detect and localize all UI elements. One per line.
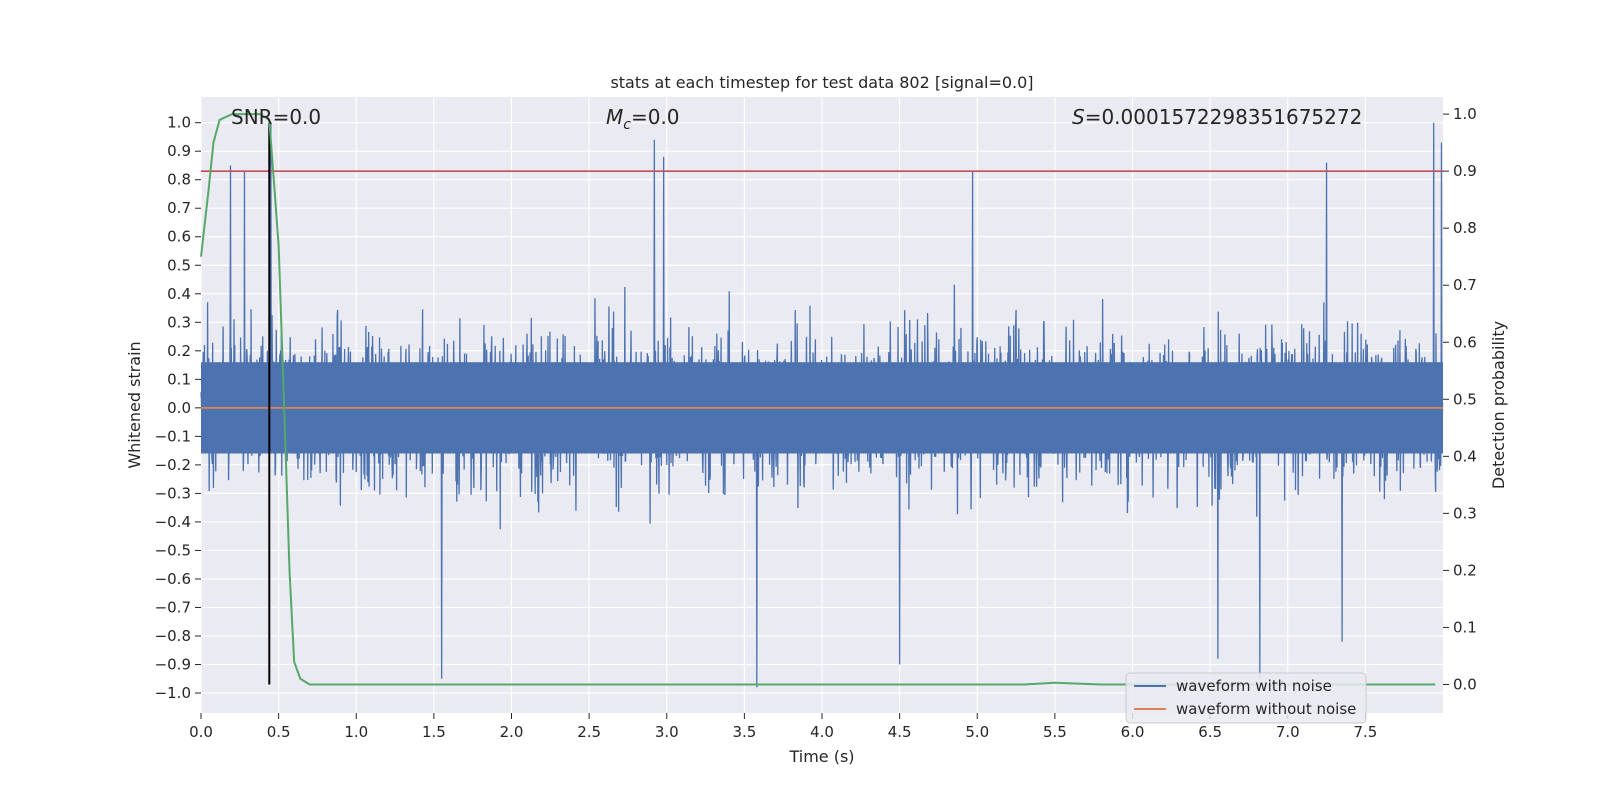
left-y-tick-label: 0.0 bbox=[167, 399, 191, 417]
left-y-tick-label: −0.7 bbox=[155, 598, 191, 616]
left-y-tick-label: 0.5 bbox=[167, 256, 191, 274]
left-y-tick-label: 0.7 bbox=[167, 199, 191, 217]
left-y-tick-label: 0.3 bbox=[167, 313, 191, 331]
left-y-tick-label: −0.6 bbox=[155, 570, 191, 588]
right-y-tick-label: 0.7 bbox=[1453, 276, 1477, 294]
left-y-tick-label: 0.8 bbox=[167, 171, 191, 189]
right-y-tick-label: 0.3 bbox=[1453, 504, 1477, 522]
left-y-tick-label: 0.4 bbox=[167, 285, 191, 303]
right-y-tick-label: 0.1 bbox=[1453, 618, 1477, 636]
left-y-tick-label: −0.2 bbox=[155, 456, 191, 474]
legend-box bbox=[1125, 672, 1367, 724]
x-tick-label: 7.5 bbox=[1353, 723, 1377, 741]
right-y-tick-label: 0.4 bbox=[1453, 447, 1477, 465]
legend: waveform with noise waveform without noi… bbox=[1125, 672, 1367, 724]
chart-title: stats at each timestep for test data 802… bbox=[610, 73, 1033, 92]
chirp-mass-annotation: Mc=0.0 bbox=[606, 105, 680, 133]
left-y-axis-ticks: 1.0 0.9 0.8 0.7 0.6 0.5 0.4 0.3 0.2 0.1 0.0 −0.1 −0.… bbox=[155, 114, 201, 702]
x-tick-label: 2.5 bbox=[577, 723, 601, 741]
right-y-tick-label: 1.0 bbox=[1453, 105, 1477, 123]
x-axis-title: Time (s) bbox=[788, 747, 854, 766]
x-tick-label: 5.0 bbox=[965, 723, 989, 741]
x-tick-label: 4.0 bbox=[810, 723, 834, 741]
left-y-tick-label: 1.0 bbox=[167, 114, 191, 132]
x-tick-label: 1.5 bbox=[422, 723, 446, 741]
x-tick-label: 6.0 bbox=[1121, 723, 1145, 741]
right-y-axis-title: Detection probability bbox=[1489, 321, 1508, 489]
left-y-tick-label: 0.2 bbox=[167, 342, 191, 360]
left-y-tick-label: −0.8 bbox=[155, 627, 191, 645]
detection-probability-line bbox=[200, 113, 1436, 686]
x-tick-label: 1.0 bbox=[344, 723, 368, 741]
x-tick-label: 5.5 bbox=[1043, 723, 1067, 741]
x-tick-label: 0.0 bbox=[189, 723, 213, 741]
legend-label-clean: waveform without noise bbox=[1176, 700, 1356, 718]
x-tick-label: 3.0 bbox=[655, 723, 679, 741]
left-y-tick-label: 0.6 bbox=[167, 228, 191, 246]
left-y-tick-label: −0.3 bbox=[155, 484, 191, 502]
right-y-axis-ticks: 1.0 0.9 0.8 0.7 0.6 0.5 0.4 0.3 0.2 0.1 0.0 bbox=[1443, 105, 1477, 693]
right-y-tick-label: 0.0 bbox=[1453, 675, 1477, 693]
left-y-tick-label: 0.9 bbox=[167, 142, 191, 160]
right-y-tick-label: 0.2 bbox=[1453, 561, 1477, 579]
x-tick-label: 0.5 bbox=[267, 723, 291, 741]
x-axis-ticks: 0.0 0.5 1.0 1.5 2.0 2.5 3.0 3.5 4.0 4.5 5.0 5.5 6.0 6… bbox=[189, 713, 1377, 741]
legend-label-noise: waveform with noise bbox=[1176, 677, 1332, 695]
snr-annotation: SNR=0.0 bbox=[231, 105, 321, 129]
right-y-tick-label: 0.8 bbox=[1453, 219, 1477, 237]
right-y-tick-label: 0.9 bbox=[1453, 162, 1477, 180]
x-tick-label: 2.0 bbox=[500, 723, 524, 741]
right-y-tick-label: 0.5 bbox=[1453, 390, 1477, 408]
left-y-tick-label: −0.4 bbox=[155, 513, 191, 531]
x-tick-label: 3.5 bbox=[732, 723, 756, 741]
x-tick-label: 7.0 bbox=[1276, 723, 1300, 741]
s-annotation: S=0.0001572298351675272 bbox=[1072, 105, 1362, 129]
left-y-tick-label: −0.5 bbox=[155, 541, 191, 559]
left-y-tick-label: −0.9 bbox=[155, 656, 191, 674]
right-y-tick-label: 0.6 bbox=[1453, 333, 1477, 351]
left-y-tick-label: −0.1 bbox=[155, 427, 191, 445]
left-y-axis-title: Whitened strain bbox=[125, 341, 144, 468]
x-tick-label: 6.5 bbox=[1198, 723, 1222, 741]
left-y-tick-label: −1.0 bbox=[155, 684, 191, 702]
x-tick-label: 4.5 bbox=[888, 723, 912, 741]
left-y-tick-label: 0.1 bbox=[167, 370, 191, 388]
